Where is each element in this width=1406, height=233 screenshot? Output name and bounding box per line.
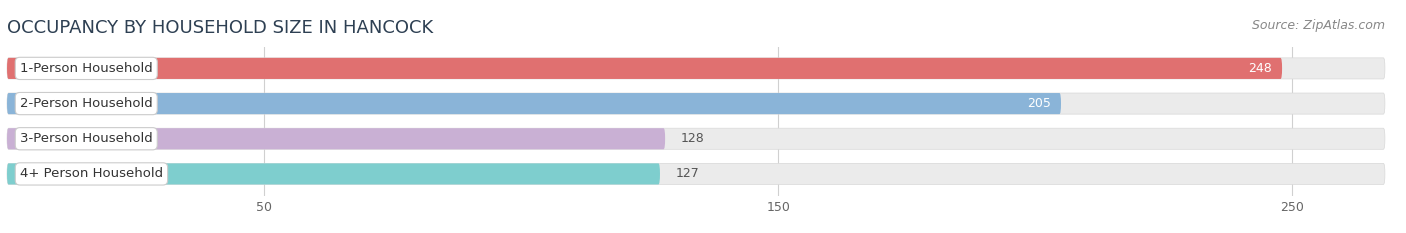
FancyBboxPatch shape (7, 128, 1385, 149)
Text: OCCUPANCY BY HOUSEHOLD SIZE IN HANCOCK: OCCUPANCY BY HOUSEHOLD SIZE IN HANCOCK (7, 19, 433, 37)
FancyBboxPatch shape (7, 58, 1385, 79)
Text: 4+ Person Household: 4+ Person Household (20, 168, 163, 180)
FancyBboxPatch shape (7, 163, 1385, 185)
Text: 205: 205 (1026, 97, 1050, 110)
Text: 128: 128 (681, 132, 704, 145)
FancyBboxPatch shape (7, 128, 665, 149)
Text: 1-Person Household: 1-Person Household (20, 62, 153, 75)
Text: Source: ZipAtlas.com: Source: ZipAtlas.com (1251, 19, 1385, 32)
FancyBboxPatch shape (7, 93, 1385, 114)
Text: 127: 127 (675, 168, 699, 180)
FancyBboxPatch shape (7, 93, 1062, 114)
Text: 2-Person Household: 2-Person Household (20, 97, 153, 110)
Text: 248: 248 (1249, 62, 1272, 75)
FancyBboxPatch shape (7, 163, 659, 185)
Text: 3-Person Household: 3-Person Household (20, 132, 153, 145)
FancyBboxPatch shape (7, 58, 1282, 79)
